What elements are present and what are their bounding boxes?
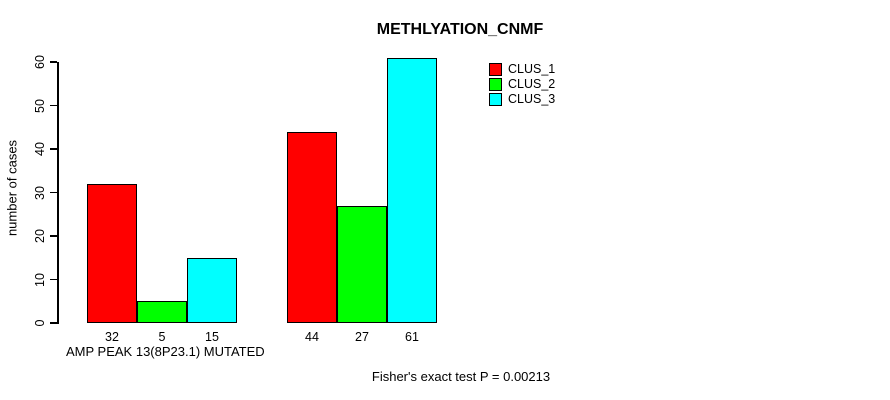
legend-label: CLUS_2: [508, 77, 556, 91]
bar-value-label: 32: [105, 330, 119, 344]
y-tick-label: 20: [33, 229, 47, 243]
bar-clus_2-group2: [337, 205, 387, 323]
chart-title: METHLYATION_CNMF: [376, 21, 544, 38]
bar-clus_3-group2: [387, 57, 437, 323]
y-tick-label: 10: [33, 272, 47, 287]
legend-item: CLUS_1: [489, 62, 555, 77]
bar-value-label: 27: [355, 330, 369, 344]
x-axis-label: AMP PEAK 13(8P23.1) MUTATED: [66, 344, 265, 359]
legend-item: CLUS_2: [489, 77, 555, 92]
y-tick: [50, 104, 57, 107]
legend: CLUS_1 CLUS_2 CLUS_3: [489, 62, 555, 107]
bar-clus_2-group1: [137, 301, 187, 323]
legend-swatch-clus_2: [489, 78, 502, 91]
bar-clus_1-group2: [287, 131, 337, 323]
bar-clus_3-group1: [187, 257, 237, 323]
y-tick: [50, 61, 57, 63]
legend-label: CLUS_3: [508, 92, 556, 106]
y-tick-label: 0: [33, 319, 47, 327]
legend-label: CLUS_1: [508, 62, 556, 76]
y-axis-line: [57, 62, 59, 324]
y-tick: [50, 235, 57, 237]
legend-swatch-clus_1: [489, 63, 502, 76]
y-tick-label: 60: [33, 55, 47, 69]
y-tick: [50, 322, 57, 324]
legend-item: CLUS_3: [489, 92, 555, 107]
bar-value-label: 5: [158, 330, 166, 344]
annotation-fisher-test: Fisher's exact test P = 0.00213: [371, 369, 551, 384]
y-tick: [50, 148, 57, 150]
legend-swatch-clus_3: [489, 93, 502, 106]
bar-clus_1-group1: [87, 183, 137, 323]
bar-value-label: 44: [305, 330, 319, 344]
y-tick-label: 30: [33, 185, 47, 200]
y-tick: [50, 278, 57, 281]
y-tick-label: 40: [33, 142, 47, 156]
y-tick: [50, 191, 57, 194]
bar-value-label: 15: [205, 330, 219, 344]
bar-value-label: 61: [405, 330, 419, 344]
y-tick-label: 50: [33, 98, 47, 113]
